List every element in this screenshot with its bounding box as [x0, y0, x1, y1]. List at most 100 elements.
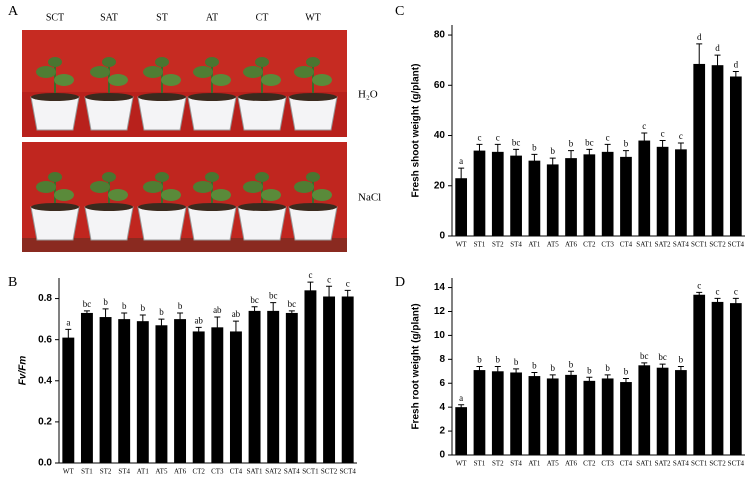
- bar: [341, 296, 354, 463]
- bar: [638, 140, 651, 236]
- leaf: [108, 74, 128, 86]
- leaf: [193, 66, 213, 78]
- x-tick-label: ST4: [510, 460, 522, 468]
- significance-label: c: [734, 286, 738, 296]
- photo-floor: [22, 238, 347, 252]
- error-bar: [288, 310, 295, 315]
- leaf: [48, 57, 62, 67]
- error-bar: [102, 308, 109, 326]
- soil: [188, 203, 236, 211]
- error-bar: [232, 320, 239, 342]
- significance-label: c: [697, 280, 701, 290]
- x-tick-label: SCT4: [340, 468, 357, 476]
- leaf: [261, 74, 281, 86]
- photo-label: SCT: [46, 12, 64, 23]
- photo-backdrop: [22, 30, 347, 92]
- x-tick-label: SCT4: [728, 241, 745, 249]
- photo-label: WT: [305, 12, 321, 23]
- x-tick-label: ST2: [492, 460, 504, 468]
- error-bar: [696, 43, 703, 85]
- bar: [267, 310, 280, 463]
- x-tick-label: ST2: [492, 241, 504, 249]
- significance-label: b: [550, 146, 555, 156]
- x-tick-label: SAT1: [636, 241, 652, 249]
- leaf: [255, 57, 269, 67]
- error-bar: [568, 370, 575, 379]
- y-tick-label: 6: [439, 378, 445, 389]
- error-bar: [158, 318, 165, 332]
- bar: [528, 376, 541, 455]
- y-tick-label: 14: [434, 282, 446, 293]
- leaf: [211, 74, 231, 86]
- pot: [137, 96, 187, 131]
- significance-label: b: [178, 301, 183, 311]
- significance-label: d: [697, 32, 702, 42]
- condition-label: NaCl: [358, 192, 381, 204]
- y-tick-label: 0: [439, 450, 445, 461]
- bar: [693, 63, 706, 236]
- bar: [693, 294, 706, 455]
- bar: [455, 178, 468, 236]
- significance-label: bc: [250, 295, 259, 305]
- error-bar: [531, 371, 538, 380]
- leaf: [155, 172, 169, 182]
- y-axis-title: Fresh root weight (g/plant): [411, 303, 422, 429]
- photo-nacl: [22, 142, 347, 252]
- bar: [583, 154, 596, 236]
- significance-label: bc: [83, 299, 92, 309]
- bar: [729, 76, 742, 236]
- error-bar: [732, 297, 739, 308]
- error-bar: [513, 148, 520, 162]
- pot: [237, 206, 287, 241]
- error-bar: [622, 377, 629, 386]
- significance-label: d: [715, 43, 720, 53]
- significance-label: b: [605, 363, 610, 373]
- bar: [546, 378, 559, 455]
- x-tick-label: AT1: [137, 468, 150, 476]
- significance-label: a: [459, 156, 463, 166]
- error-bar: [177, 312, 184, 326]
- x-tick-label: AT6: [565, 241, 578, 249]
- error-bar: [586, 148, 593, 160]
- significance-label: c: [346, 278, 350, 288]
- bar: [174, 319, 187, 463]
- error-bar: [513, 368, 520, 377]
- error-bar: [476, 366, 483, 374]
- condition-label: H₂O: [358, 89, 378, 101]
- error-bar: [549, 374, 556, 383]
- error-bar: [83, 310, 90, 315]
- significance-label: b: [679, 355, 684, 365]
- bar: [455, 407, 468, 455]
- pot: [84, 206, 134, 241]
- error-bar: [458, 167, 465, 189]
- bar: [155, 325, 168, 463]
- error-bar: [696, 291, 703, 298]
- x-tick-label: SCT1: [691, 460, 708, 468]
- error-bar: [531, 153, 538, 167]
- x-tick-label: WT: [456, 241, 468, 249]
- y-tick-label: 2: [439, 426, 445, 437]
- leaf: [294, 181, 314, 193]
- leaf: [161, 74, 181, 86]
- bar: [473, 150, 486, 236]
- significance-label: b: [569, 139, 574, 149]
- bar: [620, 382, 632, 455]
- error-bar: [568, 150, 575, 166]
- significance-label: bc: [658, 352, 667, 362]
- soil: [289, 93, 337, 101]
- significance-label: bc: [288, 299, 297, 309]
- x-tick-label: SCT2: [709, 460, 726, 468]
- leaf: [54, 74, 74, 86]
- error-bar: [494, 143, 501, 160]
- bar: [711, 65, 724, 236]
- x-tick-label: CT4: [620, 241, 633, 249]
- soil: [85, 203, 133, 211]
- y-tick-label: 0: [439, 231, 445, 242]
- bar: [601, 151, 614, 236]
- pot: [30, 96, 80, 131]
- significance-label: c: [661, 129, 665, 139]
- leaf: [155, 57, 169, 67]
- leaf: [143, 66, 163, 78]
- error-bar: [549, 157, 556, 171]
- x-tick-label: AT5: [547, 241, 560, 249]
